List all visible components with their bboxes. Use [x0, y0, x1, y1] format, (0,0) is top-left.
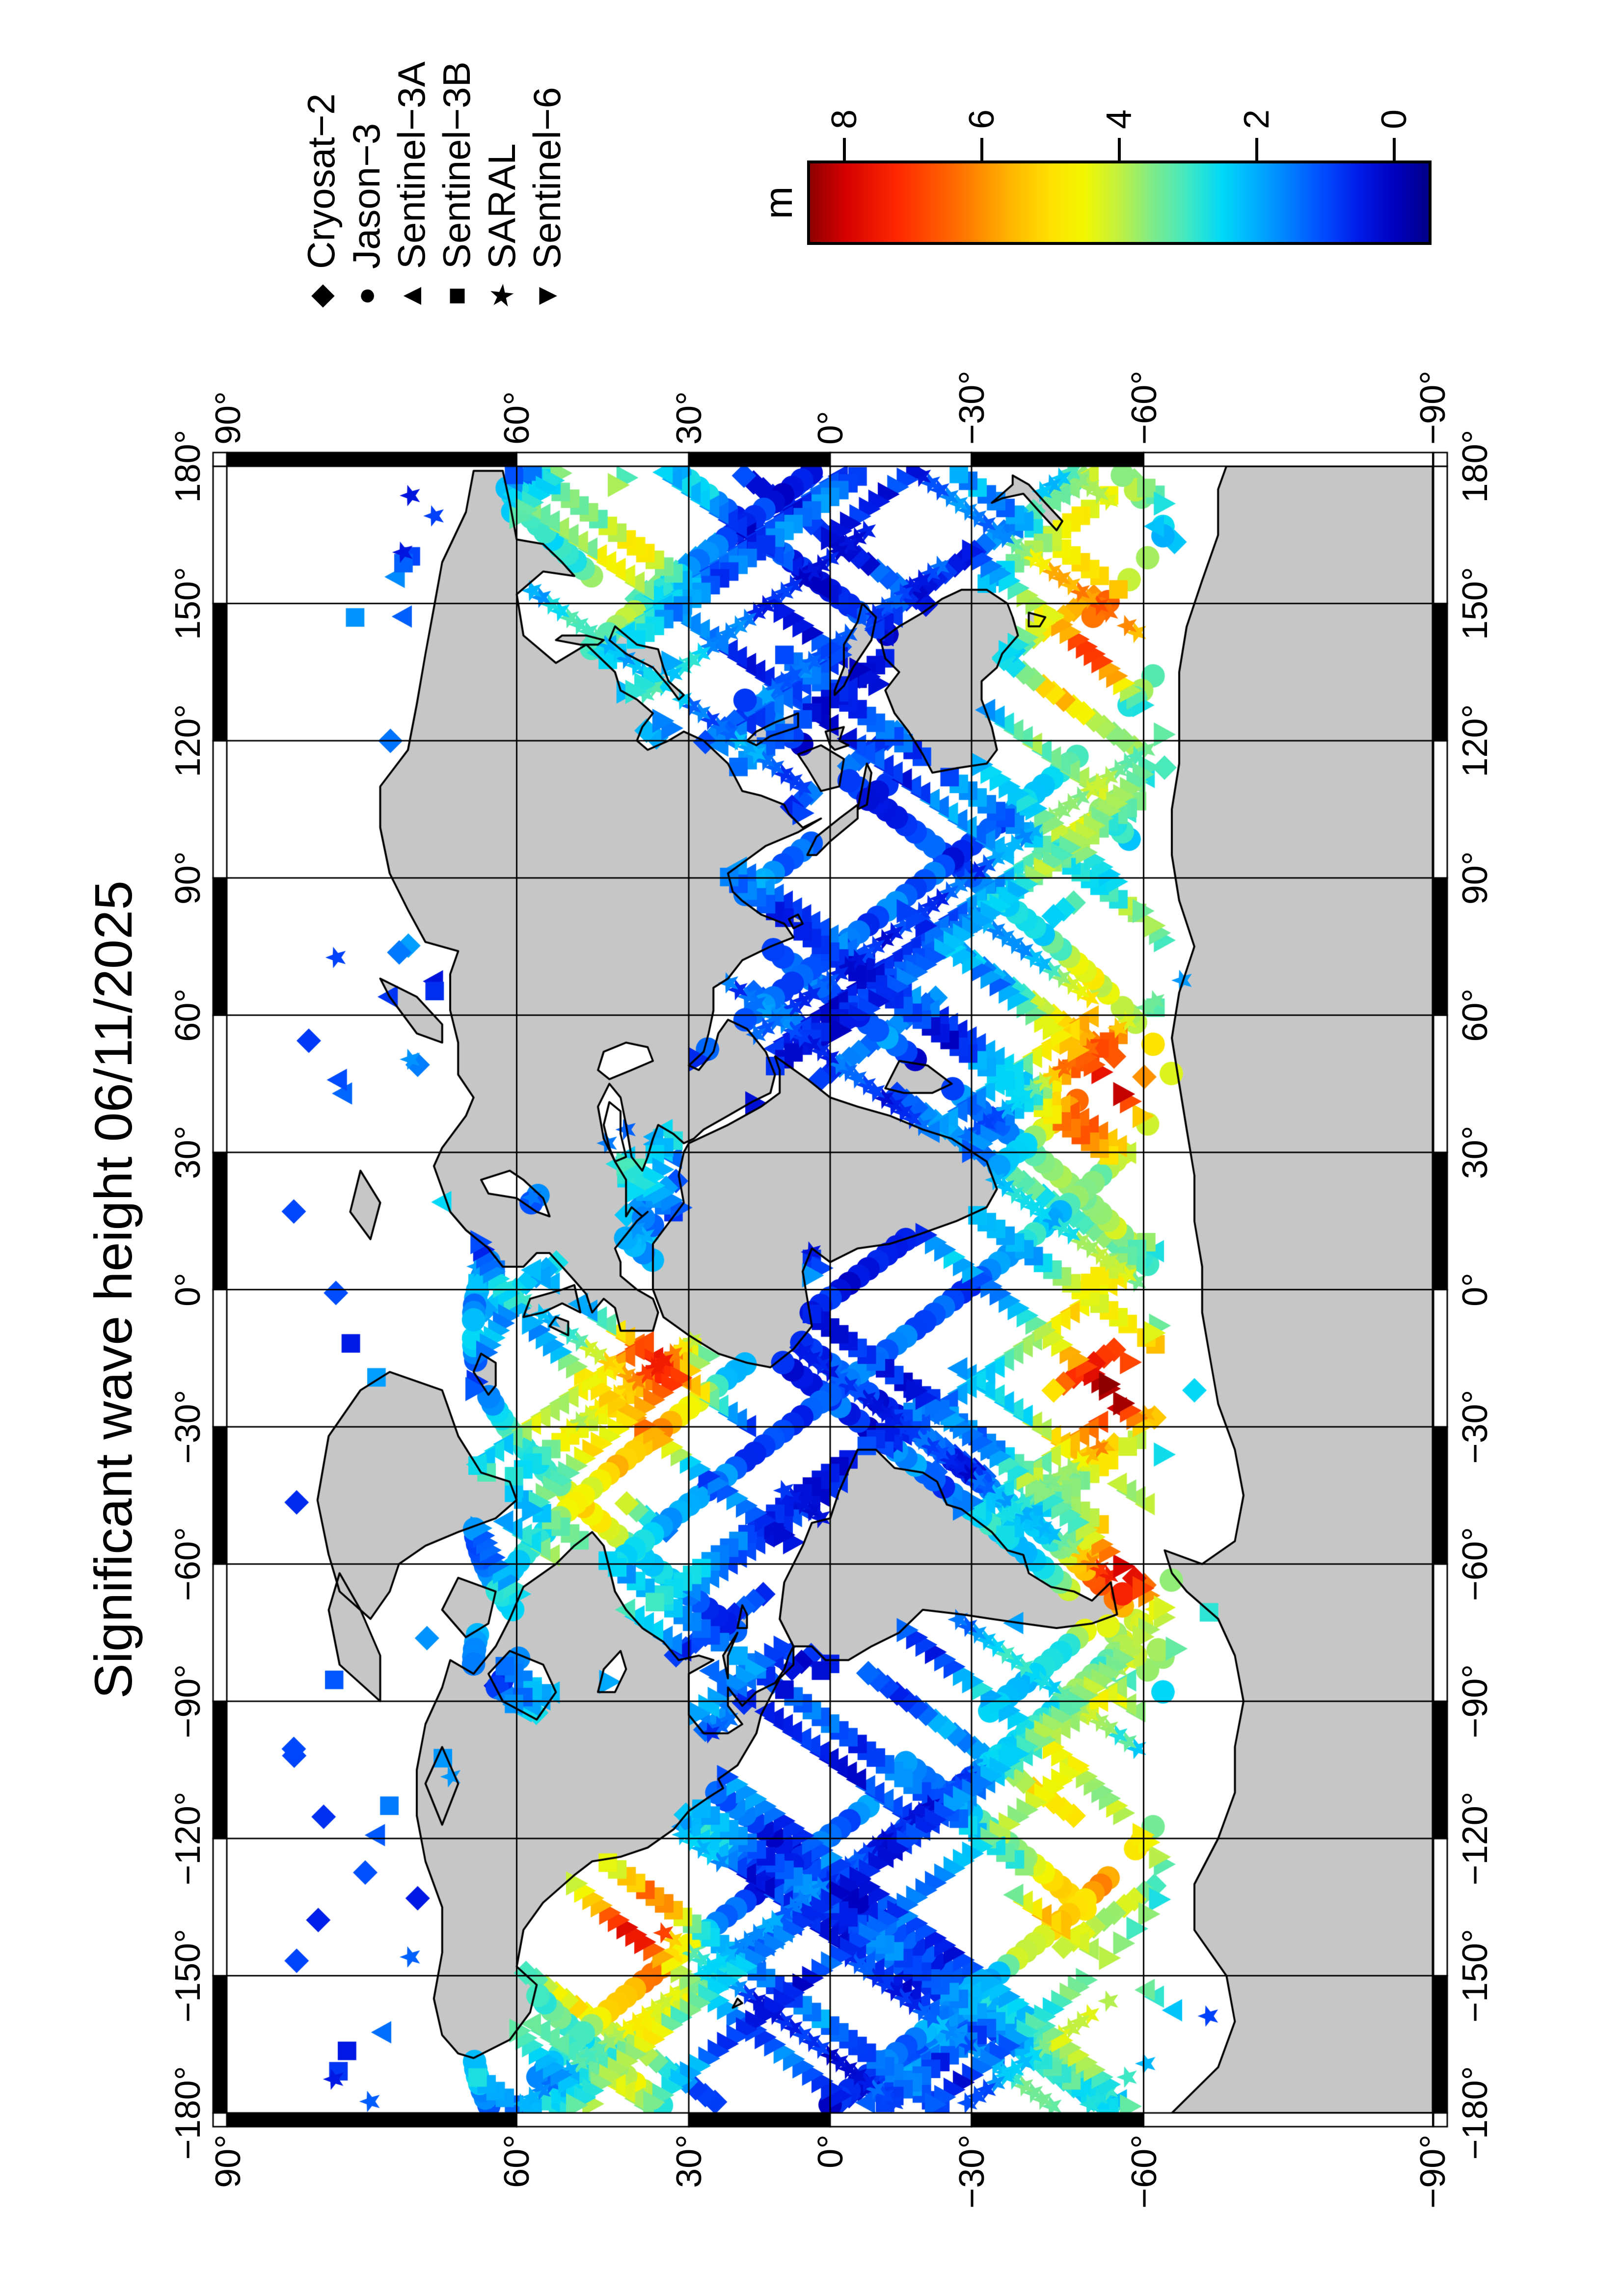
lat-tick-label: −60°	[1124, 2135, 1164, 2209]
diamond-icon: ◆	[304, 284, 338, 308]
lat-tick-label: 0°	[811, 411, 850, 445]
lon-tick-label: −180°	[1456, 2066, 1495, 2160]
triangle-up-icon: ▲	[394, 281, 428, 311]
figure-title: Significant wave height 06/11/2025	[83, 880, 143, 1699]
legend-label: Sentinel−3B	[435, 61, 478, 269]
lon-tick-label: 120°	[1456, 704, 1495, 777]
lon-tick-label: 0°	[168, 1273, 208, 1307]
colorbar-tick	[980, 138, 983, 160]
lon-tick-label: 90°	[1456, 851, 1495, 905]
lat-tick-label: 30°	[670, 2135, 709, 2188]
lat-tick-label: 90°	[208, 2135, 248, 2188]
lat-tick-label: 0°	[811, 2135, 850, 2168]
lon-tick-label: 150°	[1456, 567, 1495, 641]
lat-tick-label: 60°	[497, 391, 537, 445]
lon-tick-label: −90°	[1456, 1664, 1495, 1738]
colorbar-unit-label: m	[757, 186, 800, 219]
lat-tick-label: −90°	[1413, 371, 1453, 445]
lat-tick-label: 90°	[208, 391, 248, 445]
legend-label: Jason−3	[345, 123, 388, 269]
lon-tick-label: −60°	[168, 1527, 208, 1602]
lon-tick-label: 30°	[168, 1125, 208, 1179]
lat-tick-label: −30°	[952, 371, 992, 445]
lon-tick-label: 150°	[168, 567, 208, 641]
colorbar-gradient	[810, 163, 1429, 242]
colorbar-tick-label: 2	[1237, 109, 1276, 129]
lon-tick-label: −150°	[1456, 1928, 1495, 2023]
colorbar-tick-label: 0	[1375, 109, 1414, 129]
lon-tick-label: 60°	[168, 988, 208, 1042]
colorbar-tick-label: 8	[825, 109, 864, 129]
legend-label: SARAL	[480, 143, 523, 269]
circle-icon: ●	[349, 287, 383, 305]
colorbar	[807, 160, 1432, 245]
lon-tick-label: 60°	[1456, 988, 1495, 1042]
colorbar-tick	[1393, 138, 1396, 160]
lon-tick-label: 120°	[168, 704, 208, 777]
lon-tick-label: −180°	[168, 2066, 208, 2160]
legend-label: Cryosat−2	[299, 93, 343, 269]
lat-tick-label: 30°	[670, 391, 709, 445]
colorbar-tick-label: 4	[1100, 109, 1139, 129]
lon-tick-label: −30°	[168, 1389, 208, 1464]
legend-label: Sentinel−6	[525, 87, 568, 269]
lat-tick-label: −30°	[952, 2135, 992, 2209]
lon-tick-label: 180°	[1456, 429, 1495, 503]
lon-tick-label: −120°	[1456, 1791, 1495, 1886]
lat-tick-label: −90°	[1413, 2135, 1453, 2209]
lon-tick-label: 30°	[1456, 1125, 1495, 1179]
lon-tick-label: 90°	[168, 851, 208, 905]
lon-tick-label: −90°	[168, 1664, 208, 1738]
triangle-down-icon: ▼	[530, 281, 564, 311]
legend-label: Sentinel−3A	[390, 61, 433, 269]
lon-tick-label: −60°	[1456, 1527, 1495, 1602]
lon-tick-label: 180°	[168, 429, 208, 503]
star-icon: ★	[486, 277, 517, 314]
lat-tick-label: −60°	[1124, 371, 1164, 445]
lon-tick-label: −150°	[168, 1928, 208, 2023]
colorbar-tick	[1255, 138, 1258, 160]
colorbar-tick	[843, 138, 846, 160]
lon-tick-label: 0°	[1456, 1273, 1495, 1307]
lat-tick-label: 60°	[497, 2135, 537, 2188]
colorbar-tick	[1118, 138, 1121, 160]
lon-tick-label: −120°	[168, 1791, 208, 1886]
square-icon: ■	[439, 287, 473, 305]
colorbar-tick-label: 6	[962, 109, 1001, 129]
lon-tick-label: −30°	[1456, 1389, 1495, 1464]
